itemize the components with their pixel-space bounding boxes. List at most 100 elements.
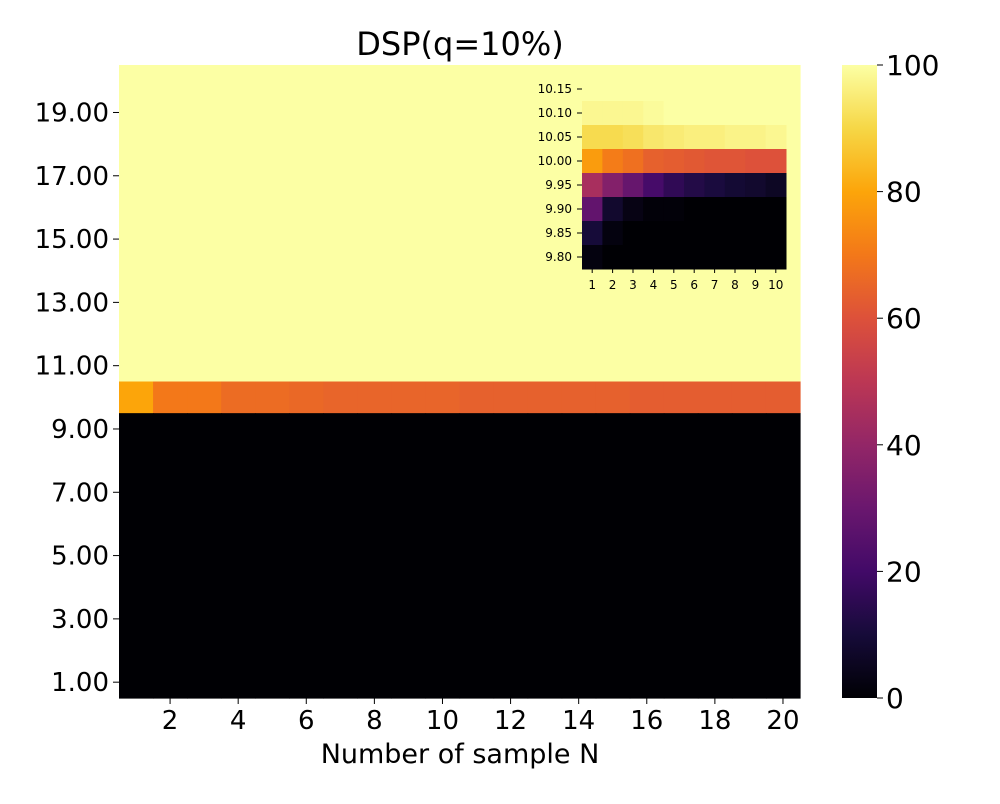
inset-y-tick-label: 9.90	[545, 202, 572, 216]
inset-cell	[745, 197, 767, 222]
x-tick-label: 18	[698, 706, 731, 736]
inset-cell	[622, 173, 644, 198]
colorbar	[842, 65, 877, 698]
y-tick-label: 19.00	[35, 98, 109, 128]
x-tick-label: 2	[162, 706, 179, 736]
heatmap-cell	[595, 413, 631, 699]
inset-cell	[684, 221, 705, 246]
inset-cell	[745, 77, 767, 102]
colorbar-tick-label: 100	[886, 49, 939, 82]
heatmap-cell	[255, 413, 290, 699]
inset-y-tick-label: 10.00	[538, 154, 572, 168]
inset-cell	[684, 173, 705, 198]
inset-cell	[582, 245, 603, 270]
inset-cell	[724, 101, 746, 126]
heatmap-cell	[153, 413, 188, 699]
heatmap-cell	[187, 413, 222, 699]
colorbar-tick-label: 40	[886, 429, 922, 462]
inset-cell	[663, 221, 685, 246]
inset-cell	[643, 173, 665, 198]
x-tick-label: 10	[426, 706, 459, 736]
inset-x-tick-label: 4	[650, 278, 658, 292]
inset-cell	[704, 221, 726, 246]
inset-cell	[724, 149, 746, 174]
heatmap-cell	[153, 381, 188, 414]
inset-x-tick-label: 1	[588, 278, 596, 292]
heatmap-cell	[629, 381, 665, 414]
inset-cell	[643, 149, 665, 174]
y-tick-label: 1.00	[51, 668, 109, 698]
inset-cell	[602, 77, 624, 102]
inset-cell	[643, 197, 665, 222]
x-tick-label: 20	[766, 706, 799, 736]
inset-x-tick-label: 10	[768, 278, 783, 292]
heatmap-cell	[493, 381, 529, 414]
heatmap-cell	[323, 381, 358, 414]
x-tick-label: 14	[562, 706, 595, 736]
y-axis: 19.00 17.00 15.00 13.00 11.00 9.00 7.00 5.00 3.0…	[35, 98, 119, 698]
heatmap-cell	[289, 65, 324, 383]
heatmap-cell	[731, 413, 767, 699]
inset-y-tick-label: 9.80	[545, 250, 572, 264]
heatmap-cell	[425, 65, 461, 383]
inset-cell	[663, 149, 685, 174]
inset-cell	[622, 149, 644, 174]
heatmap-cell	[391, 65, 427, 383]
inset-cell	[643, 101, 665, 126]
y-tick-label: 11.00	[35, 352, 109, 382]
inset-cell	[602, 245, 624, 270]
heatmap-cell	[323, 65, 358, 383]
heatmap-cell	[663, 381, 699, 414]
inset-cell	[704, 149, 726, 174]
heatmap-cell	[459, 65, 495, 383]
heatmap-cell	[357, 381, 392, 414]
inset-x-tick-label: 2	[609, 278, 617, 292]
inset-cell	[602, 101, 624, 126]
y-tick-label: 7.00	[51, 478, 109, 508]
inset-cell	[724, 221, 746, 246]
heatmap-cell	[187, 65, 222, 383]
heatmap-cell	[527, 381, 563, 414]
inset-cell	[765, 173, 787, 198]
inset-cell	[684, 125, 705, 150]
x-tick-label: 6	[298, 706, 315, 736]
x-axis-label: Number of sample N	[321, 739, 600, 770]
inset-cell	[704, 245, 726, 270]
inset-cell	[643, 245, 665, 270]
heatmap-cell	[119, 381, 154, 414]
inset-cell	[663, 245, 685, 270]
inset-y-tick-label: 9.85	[545, 226, 572, 240]
inset-x-tick-label: 3	[629, 278, 637, 292]
inset-cell	[582, 77, 603, 102]
y-tick-label: 5.00	[51, 542, 109, 572]
inset-cell	[765, 221, 787, 246]
inset-cell	[745, 173, 767, 198]
inset-cell	[622, 77, 644, 102]
inset-cell	[643, 221, 665, 246]
heatmap-cell	[527, 65, 563, 383]
main-heatmap	[119, 65, 801, 699]
heatmap-cell	[425, 381, 461, 414]
heatmap-cell	[357, 65, 392, 383]
inset-cell	[724, 77, 746, 102]
inset-cell	[663, 77, 685, 102]
inset-cell	[704, 101, 726, 126]
inset-cell	[684, 101, 705, 126]
y-tick-label: 9.00	[51, 415, 109, 445]
inset-cell	[724, 173, 746, 198]
inset-y-tick-label: 9.95	[545, 178, 572, 192]
inset-cell	[663, 101, 685, 126]
inset-cell	[663, 125, 685, 150]
inset-cell	[745, 221, 767, 246]
heatmap-cell	[221, 413, 256, 699]
inset-x-tick-label: 6	[690, 278, 698, 292]
x-tick-label: 12	[494, 706, 527, 736]
heatmap-cell	[595, 381, 631, 414]
inset-cell	[765, 125, 787, 150]
inset-cell	[684, 149, 705, 174]
inset-cell	[602, 197, 624, 222]
colorbar-tick-label: 60	[886, 302, 922, 335]
heatmap-cell	[119, 65, 154, 383]
inset-cell	[724, 245, 746, 270]
heatmap-cell	[527, 413, 563, 699]
